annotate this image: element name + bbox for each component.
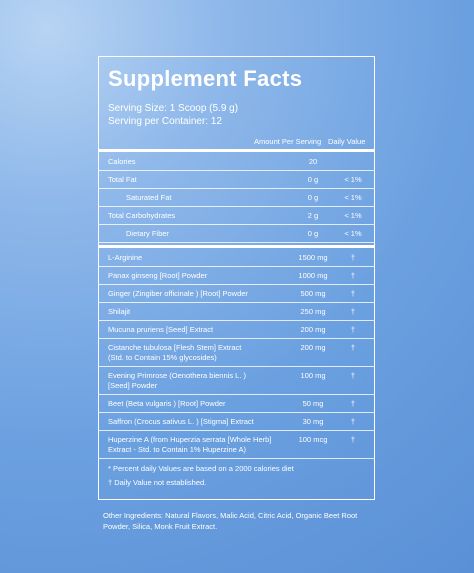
row-name: Total Fat xyxy=(108,175,137,184)
row-rule xyxy=(98,366,375,367)
row-name: Huperzine A (from Huperzia serrata [Whol… xyxy=(108,435,272,444)
row-dv: † xyxy=(350,253,356,262)
row-dv: † xyxy=(350,289,356,298)
row-rule xyxy=(98,266,375,267)
row-dv: < 1% xyxy=(344,229,362,238)
row-amount: 200 mg xyxy=(300,325,326,334)
row-rule xyxy=(98,188,375,189)
facts-box xyxy=(98,56,375,500)
row-rule xyxy=(98,320,375,321)
row-dv: † xyxy=(350,271,356,280)
row-name: Ginger (Zingiber officinale ) [Root] Pow… xyxy=(108,289,248,298)
row-amount: 100 mcg xyxy=(298,435,328,444)
row-name: Dietary Fiber xyxy=(126,229,169,238)
row-name: Calories xyxy=(108,157,136,166)
row-amount: 0 g xyxy=(307,193,319,202)
row-amount: 0 g xyxy=(307,175,319,184)
row-name: [Seed] Powder xyxy=(108,381,158,390)
row-rule xyxy=(98,242,375,243)
row-name: Mucuna pruriens [Seed] Extract xyxy=(108,325,214,334)
serving-size: Serving Size: 1 Scoop (5.9 g) xyxy=(108,103,239,114)
row-name: Saturated Fat xyxy=(126,193,172,202)
row-dv: < 1% xyxy=(344,193,362,202)
row-amount: 250 mg xyxy=(300,307,326,316)
thick-rule xyxy=(98,149,375,152)
row-amount: 1000 mg xyxy=(298,271,328,280)
col-header: Daily Value xyxy=(328,137,366,146)
title: Supplement Facts xyxy=(108,66,303,91)
row-rule xyxy=(98,206,375,207)
row-dv: † xyxy=(350,307,356,316)
row-name: L-Arginine xyxy=(108,253,143,262)
row-amount: 1500 mg xyxy=(298,253,328,262)
row-name: Shilajit xyxy=(108,307,131,316)
row-rule xyxy=(98,458,375,459)
row-dv: † xyxy=(350,417,356,426)
row-rule xyxy=(98,394,375,395)
row-dv: † xyxy=(350,435,356,444)
row-name: (Std. to Contain 15% glycosides) xyxy=(108,353,217,362)
row-amount: 0 g xyxy=(307,229,319,238)
footnote: † Daily Value not established. xyxy=(108,478,207,487)
row-dv: < 1% xyxy=(344,211,362,220)
row-name: Beet (Beta vulgaris ) [Root] Powder xyxy=(108,399,226,408)
row-name: Extract - Std. to Contain 1% Huperzine A… xyxy=(108,445,246,454)
row-dv: † xyxy=(350,325,356,334)
row-amount: 100 mg xyxy=(300,371,326,380)
row-amount: 500 mg xyxy=(300,289,326,298)
row-dv: † xyxy=(350,371,356,380)
row-amount: 2 g xyxy=(307,211,319,220)
row-rule xyxy=(98,430,375,431)
row-name: Panax ginseng [Root] Powder xyxy=(108,271,208,280)
row-rule xyxy=(98,170,375,171)
servings-per-container: Serving per Container: 12 xyxy=(108,116,222,127)
row-rule xyxy=(98,302,375,303)
thick-rule xyxy=(98,245,375,248)
row-name: Saffron (Crocus sativus L. ) [Stigma] Ex… xyxy=(108,417,254,426)
row-rule xyxy=(98,224,375,225)
row-amount: 20 xyxy=(308,157,318,166)
row-name: Cistanche tubulosa [Flesh Stem] Extract xyxy=(108,343,242,352)
row-dv: < 1% xyxy=(344,175,362,184)
row-amount: 50 mg xyxy=(302,399,324,408)
row-amount: 30 mg xyxy=(302,417,324,426)
row-dv: † xyxy=(350,399,356,408)
row-dv: † xyxy=(350,343,356,352)
row-rule xyxy=(98,412,375,413)
other-ingredients: Other Ingredients: Natural Flavors, Mali… xyxy=(103,511,358,531)
row-name: Total Carbohydrates xyxy=(108,211,176,220)
row-rule xyxy=(98,284,375,285)
footnote: * Percent daily Values are based on a 20… xyxy=(108,464,294,473)
row-amount: 200 mg xyxy=(300,343,326,352)
row-rule xyxy=(98,338,375,339)
row-name: Evening Primrose (Oenothera biennis L. ) xyxy=(108,371,246,380)
col-header: Amount Per Serving xyxy=(254,137,322,146)
